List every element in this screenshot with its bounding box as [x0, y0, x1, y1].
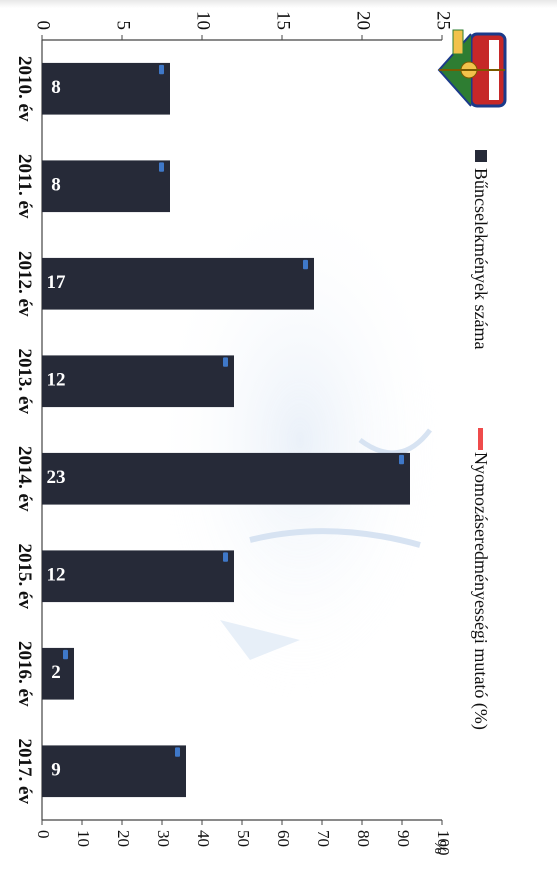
secondary-tick-label-7: 60 [274, 830, 293, 847]
bar-highlight-3 [303, 259, 308, 270]
bar-highlight-2 [159, 162, 164, 172]
category-label-8: 2017. év [14, 739, 35, 805]
bar-5 [42, 452, 410, 505]
bar-6 [42, 550, 234, 603]
secondary-axis-unit: % [431, 840, 450, 854]
secondary-tick-label-1: 0 [34, 830, 53, 839]
secondary-tick-label-10: 90 [394, 830, 413, 847]
primary-tick-label-5: 20 [353, 11, 374, 30]
category-label-4: 2013. év [14, 349, 35, 415]
bar-highlight-6 [223, 552, 228, 562]
secondary-tick-label-5: 40 [194, 830, 213, 847]
bar-4 [42, 355, 234, 408]
scan-edge [0, 0, 557, 8]
category-label-5: 2014. év [14, 446, 35, 512]
secondary-tick-label-4: 30 [154, 830, 173, 847]
primary-tick-label-6: 25 [433, 11, 454, 30]
bar-data-label-7: 2 [51, 662, 61, 683]
primary-tick-label-1: 0 [33, 21, 54, 31]
secondary-axis-ticks: 0 10 20 30 40 50 60 70 80 90 100 [34, 820, 453, 856]
category-label-1: 2010. év [14, 56, 35, 122]
bar-data-label-8: 9 [51, 760, 61, 781]
secondary-tick-label-11: 100 [434, 830, 453, 856]
primary-axis-ticks: 0 5 10 15 20 25 [33, 11, 454, 40]
legend-label-line: Nyomozáseredményességi mutató (%) [470, 452, 491, 730]
primary-tick-label-3: 10 [193, 11, 214, 30]
bar-data-label-1: 8 [51, 77, 61, 98]
primary-tick-label-4: 15 [273, 11, 294, 30]
bar-highlight-4 [223, 357, 228, 367]
secondary-tick-label-6: 50 [234, 830, 253, 847]
category-label-3: 2012. év [14, 251, 35, 317]
bar-3 [42, 257, 314, 310]
bar-7 [42, 647, 74, 700]
bar-data-label-6: 12 [47, 565, 66, 586]
category-label-6: 2015. év [14, 544, 35, 610]
category-label-7: 2016. év [14, 641, 35, 707]
secondary-tick-label-3: 20 [114, 830, 133, 847]
bar-data-label-2: 8 [51, 175, 61, 196]
bar-highlight-8 [175, 747, 180, 757]
primary-tick-label-2: 5 [113, 21, 134, 31]
category-labels: 2010. év 2011. év 2012. év 2013. év 2014. év… [14, 56, 35, 804]
secondary-tick-label-2: 10 [74, 830, 93, 847]
bar-data-label-3: 17 [47, 272, 67, 293]
secondary-tick-label-9: 80 [354, 830, 373, 847]
legend-swatch-line [478, 428, 483, 450]
bars-layer: 8 8 17 12 23 12 2 9 [42, 62, 410, 798]
legend: Bűncselekmények száma Nyomozáseredményes… [470, 150, 491, 730]
bar-highlight-1 [159, 64, 164, 75]
legend-label-bars: Bűncselekmények száma [471, 168, 491, 349]
bar-1 [42, 62, 170, 115]
bar-data-label-5: 23 [47, 467, 66, 488]
bar-8 [42, 745, 186, 798]
bar-2 [42, 160, 170, 213]
category-label-2: 2011. év [14, 154, 35, 219]
bar-highlight-7 [63, 649, 68, 660]
legend-swatch-bars [475, 150, 487, 162]
secondary-tick-label-8: 70 [314, 830, 333, 847]
police-crest-emblem [437, 29, 507, 108]
bar-data-label-4: 12 [47, 370, 66, 391]
bar-highlight-5 [399, 454, 404, 465]
